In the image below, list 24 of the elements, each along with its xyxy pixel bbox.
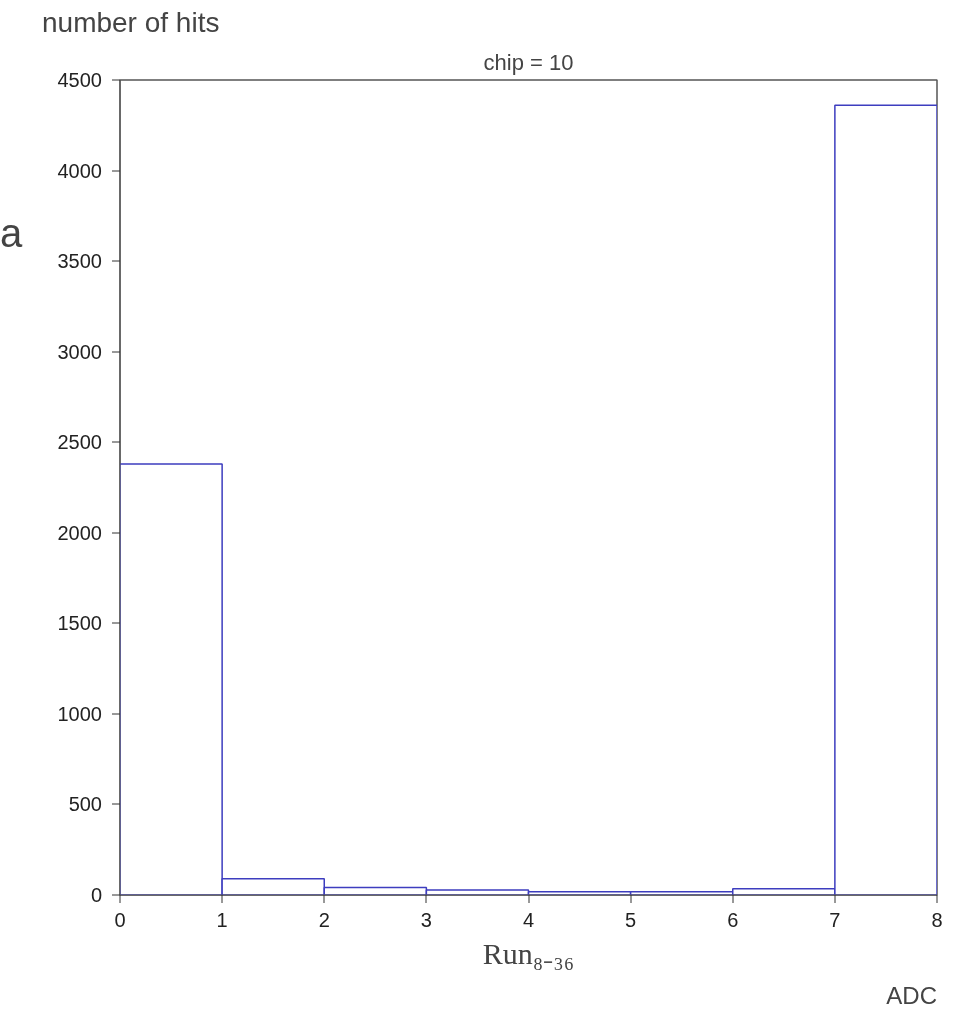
y-tick-label: 2500: [57, 431, 103, 454]
x-tick-label: 1: [216, 909, 228, 931]
y-tick-label: 4500: [57, 69, 103, 91]
y-tick-label: 0: [90, 884, 102, 906]
y-tick-label: 3000: [57, 340, 103, 363]
text: Run₈₋₃₆: [482, 937, 575, 970]
x-tick-label: 0: [114, 909, 126, 931]
y-axis-title: number of hits: [42, 7, 220, 38]
y-tick-label: 1000: [57, 702, 103, 725]
x-tick-label: 7: [829, 909, 841, 931]
x-tick-label: 3: [420, 909, 432, 931]
x-tick-label: 4: [522, 909, 535, 931]
y-tick-label: 3500: [57, 250, 103, 273]
chart-title: chip = 10: [483, 50, 574, 75]
y-tick-label: 500: [68, 793, 103, 816]
y-tick-label: 4000: [57, 159, 103, 182]
y-tick-label: 1500: [57, 612, 103, 635]
x-tick-label: 6: [727, 909, 739, 931]
x-tick-label: 2: [318, 909, 330, 931]
x-tick-label: 8: [931, 909, 943, 931]
y-tick-label: 2000: [57, 521, 103, 544]
x-axis-title: ADC: [886, 982, 937, 1009]
text: a: [0, 210, 23, 255]
x-tick-label: 5: [625, 909, 637, 931]
